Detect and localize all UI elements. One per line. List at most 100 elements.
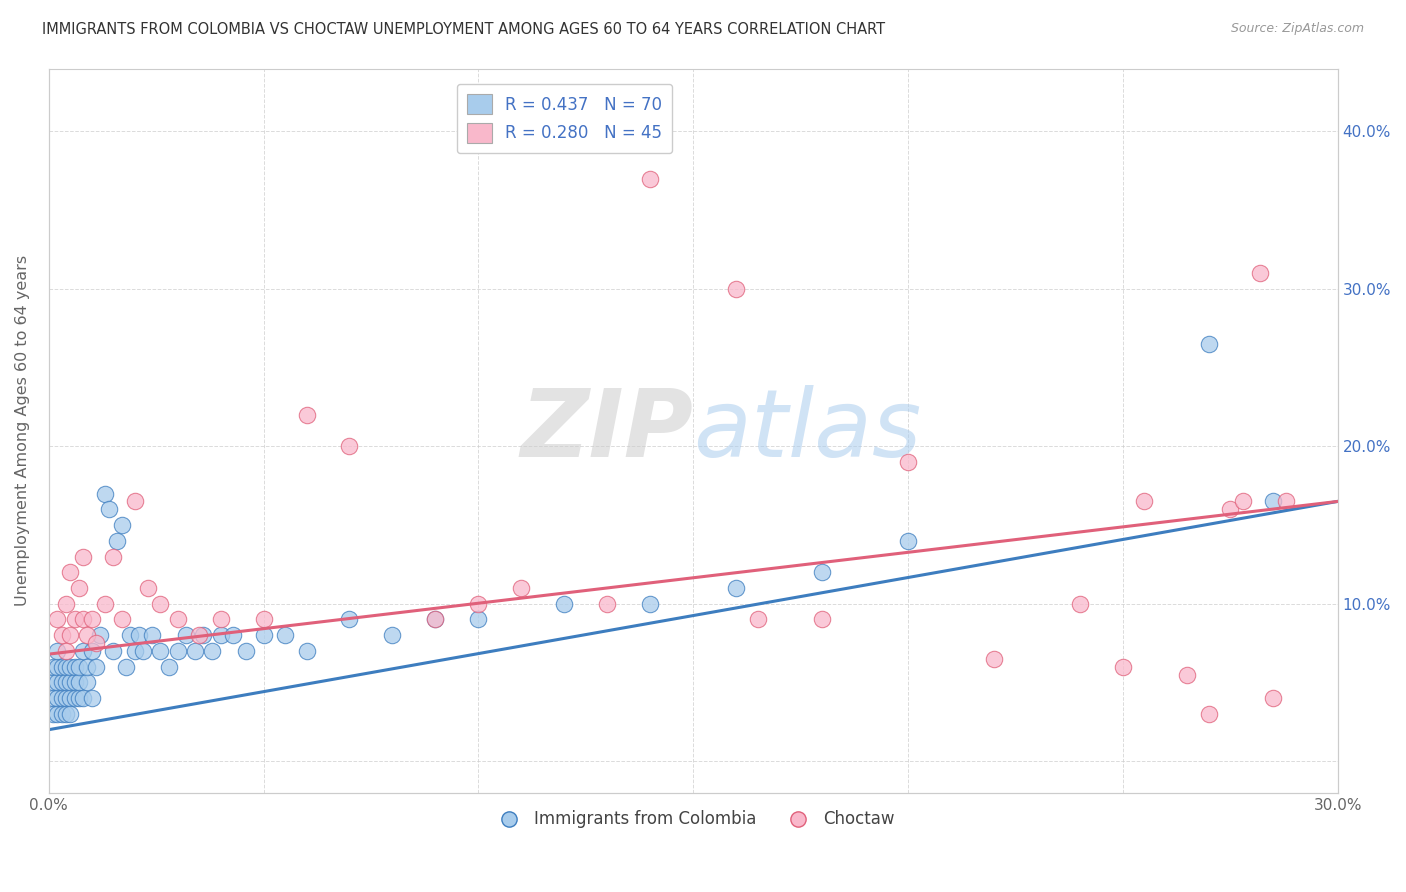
Point bbox=[174, 628, 197, 642]
Point bbox=[59, 706, 82, 721]
Point bbox=[1219, 502, 1241, 516]
Point bbox=[149, 644, 172, 658]
Point bbox=[1198, 337, 1220, 351]
Point bbox=[339, 612, 361, 626]
Point bbox=[1069, 597, 1091, 611]
Point bbox=[111, 518, 134, 533]
Point bbox=[67, 581, 90, 595]
Point bbox=[72, 549, 94, 564]
Point bbox=[157, 659, 180, 673]
Point bbox=[84, 636, 107, 650]
Point bbox=[725, 282, 748, 296]
Point bbox=[295, 408, 318, 422]
Point bbox=[811, 612, 834, 626]
Point bbox=[42, 706, 65, 721]
Point bbox=[1133, 494, 1156, 508]
Point bbox=[209, 628, 232, 642]
Point bbox=[638, 171, 661, 186]
Point bbox=[46, 691, 69, 706]
Point bbox=[55, 644, 77, 658]
Point bbox=[193, 628, 215, 642]
Point bbox=[252, 612, 274, 626]
Point bbox=[124, 494, 146, 508]
Text: atlas: atlas bbox=[693, 385, 921, 476]
Point bbox=[59, 691, 82, 706]
Point bbox=[42, 675, 65, 690]
Point bbox=[747, 612, 769, 626]
Point bbox=[1275, 494, 1298, 508]
Point bbox=[166, 644, 188, 658]
Point bbox=[136, 581, 159, 595]
Point bbox=[51, 659, 73, 673]
Point bbox=[72, 644, 94, 658]
Point bbox=[510, 581, 533, 595]
Point bbox=[63, 659, 86, 673]
Text: IMMIGRANTS FROM COLOMBIA VS CHOCTAW UNEMPLOYMENT AMONG AGES 60 TO 64 YEARS CORRE: IMMIGRANTS FROM COLOMBIA VS CHOCTAW UNEM… bbox=[42, 22, 886, 37]
Point bbox=[80, 612, 103, 626]
Point bbox=[46, 706, 69, 721]
Point bbox=[46, 675, 69, 690]
Point bbox=[59, 566, 82, 580]
Point bbox=[59, 675, 82, 690]
Point bbox=[222, 628, 245, 642]
Point bbox=[55, 691, 77, 706]
Point bbox=[1263, 691, 1285, 706]
Point bbox=[553, 597, 575, 611]
Point bbox=[128, 628, 150, 642]
Point bbox=[638, 597, 661, 611]
Point bbox=[1249, 266, 1271, 280]
Point bbox=[425, 612, 447, 626]
Point bbox=[111, 612, 134, 626]
Point bbox=[811, 566, 834, 580]
Point bbox=[1232, 494, 1254, 508]
Point bbox=[188, 628, 211, 642]
Point bbox=[42, 691, 65, 706]
Point bbox=[897, 455, 920, 469]
Point bbox=[80, 644, 103, 658]
Point bbox=[166, 612, 188, 626]
Point bbox=[63, 691, 86, 706]
Point bbox=[67, 659, 90, 673]
Point bbox=[252, 628, 274, 642]
Point bbox=[1175, 667, 1198, 681]
Text: ZIP: ZIP bbox=[520, 384, 693, 476]
Point bbox=[63, 612, 86, 626]
Point bbox=[93, 486, 115, 500]
Point bbox=[76, 628, 98, 642]
Point bbox=[72, 612, 94, 626]
Point bbox=[51, 628, 73, 642]
Point bbox=[93, 597, 115, 611]
Point bbox=[67, 691, 90, 706]
Point bbox=[72, 691, 94, 706]
Point bbox=[55, 675, 77, 690]
Point bbox=[46, 612, 69, 626]
Point bbox=[235, 644, 257, 658]
Point bbox=[97, 502, 120, 516]
Point bbox=[51, 675, 73, 690]
Point bbox=[59, 659, 82, 673]
Point bbox=[42, 659, 65, 673]
Point bbox=[725, 581, 748, 595]
Point bbox=[84, 659, 107, 673]
Point bbox=[381, 628, 404, 642]
Point bbox=[983, 652, 1005, 666]
Point bbox=[55, 597, 77, 611]
Point bbox=[274, 628, 297, 642]
Point bbox=[339, 439, 361, 453]
Point bbox=[141, 628, 163, 642]
Text: Source: ZipAtlas.com: Source: ZipAtlas.com bbox=[1230, 22, 1364, 36]
Point bbox=[1112, 659, 1135, 673]
Point bbox=[51, 706, 73, 721]
Point bbox=[89, 628, 111, 642]
Point bbox=[51, 691, 73, 706]
Point bbox=[295, 644, 318, 658]
Point bbox=[115, 659, 138, 673]
Point bbox=[107, 533, 129, 548]
Legend: Immigrants from Colombia, Choctaw: Immigrants from Colombia, Choctaw bbox=[485, 804, 901, 835]
Point bbox=[63, 675, 86, 690]
Point bbox=[55, 659, 77, 673]
Point bbox=[67, 675, 90, 690]
Point bbox=[76, 675, 98, 690]
Point bbox=[467, 612, 489, 626]
Point bbox=[201, 644, 224, 658]
